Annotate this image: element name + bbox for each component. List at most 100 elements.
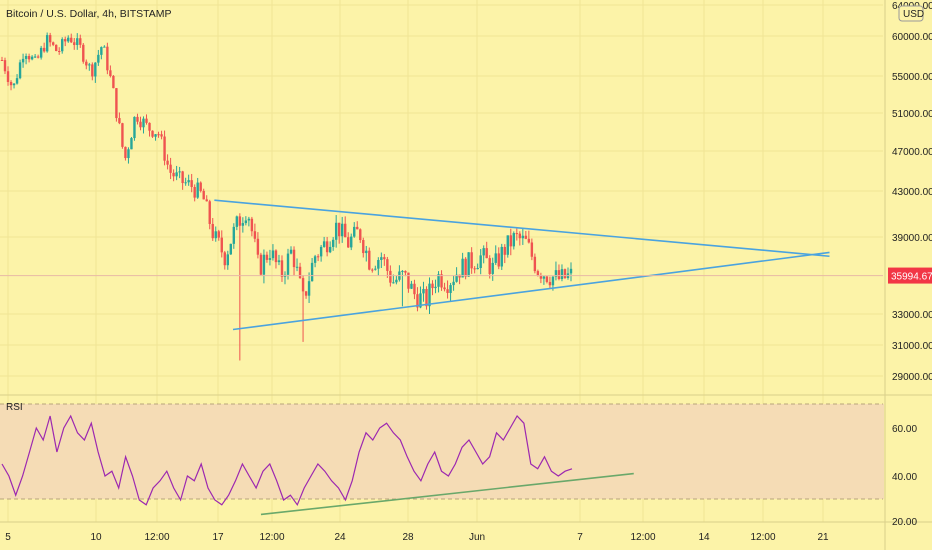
candle-body xyxy=(347,237,350,248)
candle-body xyxy=(325,241,329,253)
candle-body xyxy=(479,255,482,269)
candle-body xyxy=(292,249,296,268)
candle-body xyxy=(79,38,82,45)
candle-body xyxy=(449,285,452,293)
ascending-trendline[interactable] xyxy=(232,251,830,331)
price-tick-label: 51000.00 xyxy=(892,109,932,120)
candle-body xyxy=(410,283,413,289)
candle-body xyxy=(85,61,88,66)
candle-body xyxy=(286,253,290,275)
candle-body xyxy=(350,236,353,248)
currency-badge[interactable] xyxy=(898,5,924,22)
candle-body xyxy=(356,226,359,230)
candle-body xyxy=(196,182,199,198)
candle-body xyxy=(15,78,19,84)
candle-body xyxy=(274,250,278,263)
price-tick-label: 60000.00 xyxy=(892,32,932,43)
candle-body xyxy=(223,252,226,266)
candle-body xyxy=(301,278,305,292)
candle-body xyxy=(97,54,100,63)
candle-body xyxy=(280,260,284,277)
candle-body xyxy=(226,254,229,266)
candle-body xyxy=(244,220,248,224)
candle-body xyxy=(262,254,266,275)
candle-body xyxy=(94,62,97,77)
candle-body xyxy=(73,42,76,46)
candle-body xyxy=(154,134,157,137)
candle-body xyxy=(115,88,118,119)
candle-body xyxy=(365,250,368,254)
candle-body xyxy=(359,229,362,241)
price-tick-label: 31000.00 xyxy=(892,341,932,352)
candle-body xyxy=(389,270,392,283)
candle-body xyxy=(235,216,239,227)
candle-body xyxy=(172,172,175,177)
candle-body xyxy=(413,283,416,295)
time-tick-label: 12:00 xyxy=(630,532,655,543)
trendline-group[interactable] xyxy=(0,199,883,331)
candle-body xyxy=(6,71,10,82)
candle-body xyxy=(404,270,407,273)
candle-body xyxy=(431,283,434,289)
candle-body xyxy=(533,256,537,272)
candle-body xyxy=(319,246,323,257)
candle-body xyxy=(362,240,365,254)
candle-body xyxy=(488,258,491,274)
candle-body xyxy=(202,190,205,200)
candle-body xyxy=(9,81,13,86)
currency-label: USD xyxy=(903,9,924,20)
candle-body xyxy=(148,122,151,131)
last-price-tag xyxy=(888,267,932,284)
candle-body xyxy=(425,288,428,307)
candle-body xyxy=(214,231,217,239)
candle-body xyxy=(374,268,377,270)
candle-body xyxy=(238,216,242,226)
candle-body xyxy=(133,116,136,139)
candle-body xyxy=(328,246,332,253)
candle-body xyxy=(199,182,202,191)
candle-body xyxy=(39,47,43,58)
candle-body xyxy=(331,239,335,247)
candle-body xyxy=(554,270,558,277)
candle-body xyxy=(500,246,503,267)
candle-body xyxy=(166,160,169,165)
candle-body xyxy=(512,233,515,247)
candle-body xyxy=(42,47,46,52)
candle-body xyxy=(51,42,55,45)
candle-body xyxy=(247,218,251,221)
descending-trendline[interactable] xyxy=(214,199,830,258)
candle-body xyxy=(130,138,133,150)
candle-body xyxy=(307,281,311,296)
candle-body xyxy=(217,231,220,238)
candle-body xyxy=(503,246,506,255)
candle-body xyxy=(187,180,190,183)
rsi-tick-label: 40.00 xyxy=(892,472,917,483)
rsi-trendline[interactable] xyxy=(260,472,634,516)
candle-body xyxy=(30,56,34,60)
price-tick-label: 33000.00 xyxy=(892,310,932,321)
candle-body xyxy=(458,274,461,278)
candle-body xyxy=(256,238,260,255)
symbol-title: Bitcoin / U.S. Dollar, 4h, BITSTAMP xyxy=(6,8,172,20)
candle-body xyxy=(428,283,431,307)
rsi-tick-label: 20.00 xyxy=(892,517,917,528)
candle-body xyxy=(160,134,163,137)
rsi-tick-label: 60.00 xyxy=(892,424,917,435)
candle-body xyxy=(446,289,449,293)
axes: 64000.0060000.0055000.0051000.0047000.00… xyxy=(5,1,932,543)
candle-body xyxy=(211,223,214,239)
candle-body xyxy=(491,262,494,274)
candle-body xyxy=(434,286,437,289)
time-tick-label: 12:00 xyxy=(259,532,284,543)
time-tick-label: 17 xyxy=(212,532,224,543)
candle-body xyxy=(298,266,302,279)
candle-body xyxy=(163,136,166,161)
candle-body xyxy=(24,56,28,59)
candle-body xyxy=(265,254,269,260)
candle-body xyxy=(455,274,458,282)
candle-body xyxy=(0,60,4,61)
candle-body xyxy=(136,116,139,122)
candle-body xyxy=(58,51,61,53)
